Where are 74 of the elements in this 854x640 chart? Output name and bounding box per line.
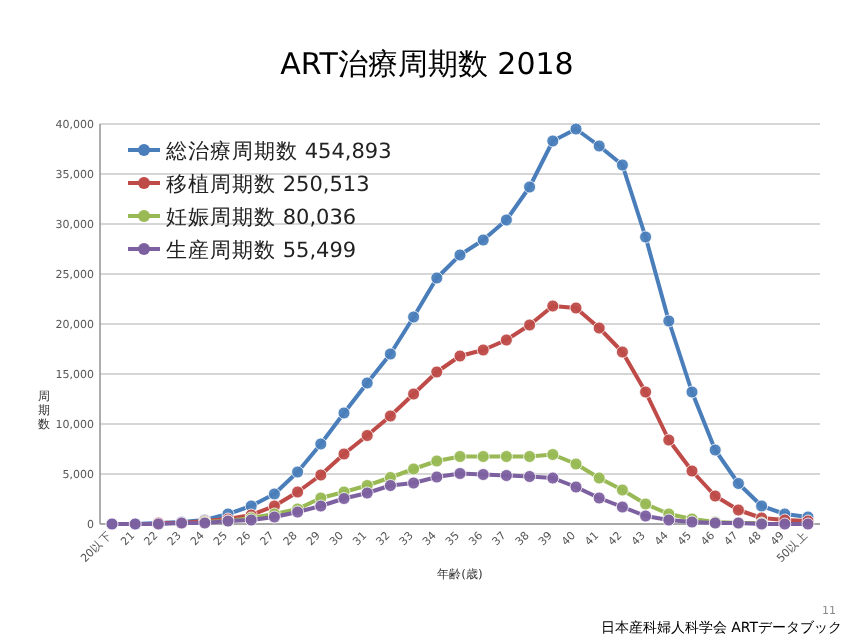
point [337, 406, 351, 420]
point [500, 469, 513, 482]
point [453, 349, 467, 363]
point [569, 457, 583, 471]
point [476, 450, 490, 463]
point [592, 471, 606, 485]
point [569, 301, 583, 315]
point [639, 230, 652, 244]
point [291, 465, 304, 479]
point [430, 271, 444, 285]
point [337, 447, 351, 461]
point [407, 387, 420, 401]
point [453, 450, 467, 463]
chart-title: ART治療周期数 2018 [280, 46, 574, 82]
legend-label: 生産周期数 55,499 [166, 237, 357, 263]
point [430, 365, 444, 379]
point [685, 385, 699, 399]
point [407, 310, 420, 324]
point [592, 321, 606, 335]
point [546, 471, 560, 485]
point [546, 299, 560, 313]
point [708, 443, 722, 457]
point [569, 480, 583, 494]
point [592, 491, 606, 505]
point [732, 477, 745, 490]
point [360, 376, 374, 390]
point [360, 486, 374, 500]
point [314, 437, 328, 451]
point [616, 345, 629, 359]
point [384, 347, 397, 361]
point [685, 464, 699, 478]
point [523, 180, 536, 194]
point [500, 450, 513, 463]
point [337, 492, 351, 505]
point [476, 468, 490, 481]
point [523, 470, 536, 483]
point [430, 454, 444, 468]
point [476, 233, 490, 247]
point [592, 139, 606, 153]
point [662, 314, 676, 328]
point [732, 503, 745, 517]
point [430, 470, 444, 484]
point [453, 467, 467, 480]
point [639, 509, 652, 523]
legend-label: 妊娠周期数 80,036 [166, 206, 357, 230]
point [662, 513, 676, 527]
point [616, 483, 629, 497]
point [384, 479, 397, 492]
point [569, 122, 583, 136]
point [616, 158, 629, 172]
point [291, 485, 304, 499]
point [314, 468, 328, 482]
point [523, 318, 536, 332]
point [523, 450, 536, 463]
point [500, 333, 513, 347]
point [453, 248, 467, 262]
point [708, 489, 722, 503]
point [755, 499, 768, 513]
point [407, 462, 420, 476]
point [639, 497, 652, 511]
point [546, 134, 560, 148]
legend-label: 移植周期数 250,513 [166, 171, 370, 197]
point [616, 500, 629, 514]
point [314, 499, 328, 513]
point [476, 343, 490, 357]
point [268, 487, 281, 501]
point [407, 476, 420, 490]
point [500, 213, 513, 227]
point [662, 433, 676, 447]
point [546, 448, 560, 461]
point [384, 409, 397, 423]
point [360, 429, 374, 442]
point [639, 385, 652, 399]
legend-label: 総治療周期数 454,893 [164, 138, 392, 164]
